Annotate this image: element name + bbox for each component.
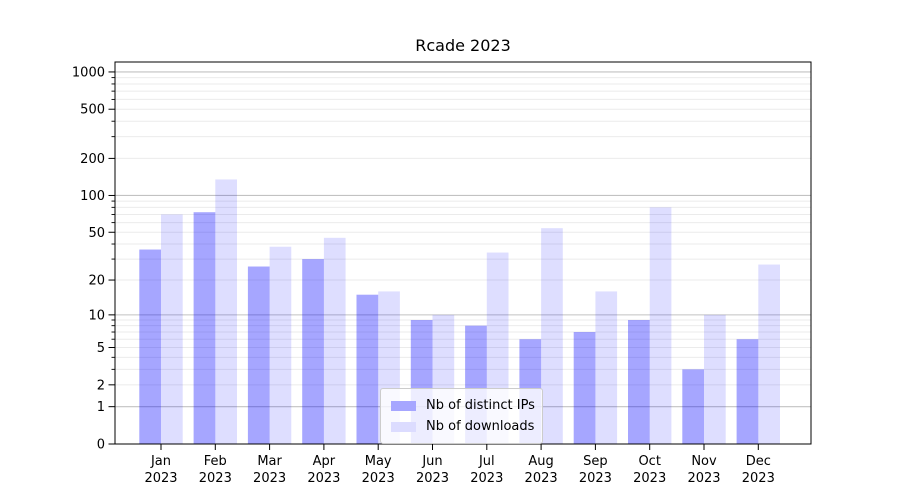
x-axis-tick-label-year: 2023: [199, 471, 232, 486]
y-axis-tick-label: 200: [80, 152, 105, 167]
legend-label-distinct-ips: Nb of distinct IPs: [426, 398, 535, 413]
bar-distinct-ips-apr: [302, 259, 324, 444]
bar-downloads-oct: [649, 207, 672, 444]
x-axis-tick-label-month: Apr: [313, 454, 336, 469]
x-axis-tick-label-month: Jun: [421, 454, 442, 469]
x-axis-tick-label-year: 2023: [687, 471, 720, 486]
legend-item-downloads: Nb of downloads: [391, 416, 535, 437]
bar-distinct-ips-jan: [139, 249, 161, 444]
bar-downloads-sep: [595, 291, 618, 444]
bar-distinct-ips-oct: [628, 320, 650, 444]
x-axis-tick-label-month: Feb: [204, 454, 227, 469]
x-axis-tick-label-year: 2023: [525, 471, 558, 486]
bar-downloads-mar: [269, 246, 292, 444]
x-axis-tick-label-year: 2023: [470, 471, 503, 486]
x-axis-tick-label-month: Jan: [150, 454, 171, 469]
x-axis-tick-label-month: Dec: [746, 454, 771, 469]
y-axis-tick-label: 100: [80, 189, 105, 204]
x-axis-tick-label-year: 2023: [144, 471, 177, 486]
y-axis-tick-label: 2: [97, 378, 105, 393]
legend-swatch-downloads-icon: [391, 421, 416, 432]
bar-distinct-ips-dec: [736, 339, 759, 444]
x-axis-tick-label-year: 2023: [633, 471, 666, 486]
x-axis-tick-label-month: Mar: [257, 454, 282, 469]
legend: Nb of distinct IPs Nb of downloads: [380, 388, 543, 444]
x-axis-tick-label-year: 2023: [742, 471, 775, 486]
bar-downloads-aug: [541, 228, 563, 444]
y-axis-tick-label: 10: [88, 308, 105, 323]
x-axis-tick-label-year: 2023: [416, 471, 449, 486]
x-axis-tick-label-year: 2023: [253, 471, 286, 486]
bar-distinct-ips-sep: [573, 332, 596, 444]
bar-distinct-ips-mar: [247, 266, 270, 444]
bar-downloads-nov: [704, 314, 726, 444]
y-axis-tick-label: 1000: [72, 65, 105, 80]
x-axis-tick-label-year: 2023: [307, 471, 340, 486]
bar-downloads-dec: [758, 264, 780, 444]
y-axis-tick-label: 0: [97, 438, 105, 453]
x-axis-tick-label-month: Sep: [583, 454, 608, 469]
x-axis-tick-label-year: 2023: [362, 471, 395, 486]
legend-item-distinct-ips: Nb of distinct IPs: [391, 395, 535, 416]
y-axis-tick-label: 5: [97, 341, 105, 356]
x-axis-tick-label-month: Nov: [691, 454, 717, 469]
bar-downloads-apr: [323, 237, 346, 444]
legend-label-downloads: Nb of downloads: [426, 419, 535, 434]
x-axis-tick-label-month: Oct: [638, 454, 660, 469]
bar-distinct-ips-may: [356, 294, 379, 444]
y-axis-tick-label: 1: [97, 400, 105, 415]
chart-title: Rcade 2023: [415, 36, 511, 55]
plot-border: [114, 61, 812, 445]
y-axis-tick-label: 500: [80, 103, 105, 118]
x-axis-tick-label-month: May: [365, 454, 392, 469]
y-axis-tick-label: 50: [88, 226, 105, 241]
bar-downloads-jan: [161, 214, 183, 444]
y-axis-tick-label: 20: [88, 274, 105, 289]
x-axis-tick-label-year: 2023: [579, 471, 612, 486]
bar-downloads-feb: [215, 179, 237, 445]
bar-distinct-ips-nov: [682, 369, 704, 444]
bar-distinct-ips-feb: [193, 212, 216, 444]
legend-swatch-distinct-ips-icon: [391, 400, 416, 411]
x-axis-tick-label-month: Aug: [528, 454, 553, 469]
x-axis-tick-label-month: Jul: [478, 454, 495, 469]
